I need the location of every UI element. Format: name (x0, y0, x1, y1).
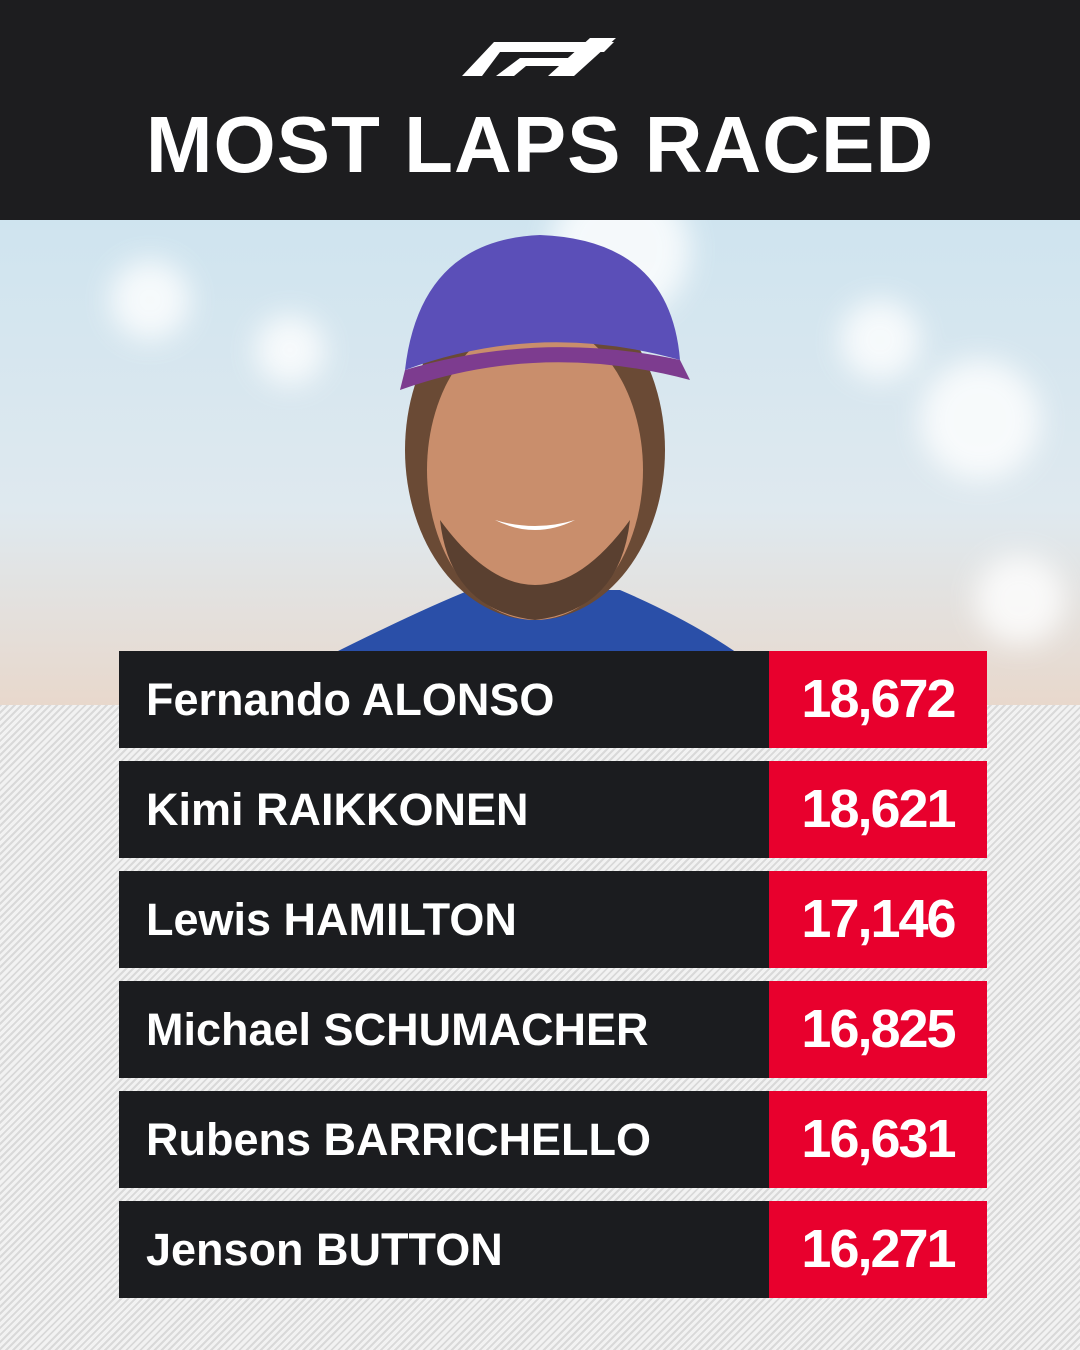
header: MOST LAPS RACED (0, 0, 1080, 220)
laps-count: 16,825 (769, 981, 987, 1078)
table-row: Lewis HAMILTON 17,146 (119, 871, 987, 968)
laps-count: 18,621 (769, 761, 987, 858)
driver-photo (0, 220, 1080, 705)
laps-count: 16,631 (769, 1091, 987, 1188)
driver-name: Lewis HAMILTON (119, 871, 769, 968)
table-row: Michael SCHUMACHER 16,825 (119, 981, 987, 1078)
table-row: Jenson BUTTON 16,271 (119, 1201, 987, 1298)
driver-name: Fernando ALONSO (119, 651, 769, 748)
laps-count: 17,146 (769, 871, 987, 968)
table-row: Rubens BARRICHELLO 16,631 (119, 1091, 987, 1188)
f1-logo (462, 38, 616, 76)
table-row: Kimi RAIKKONEN 18,621 (119, 761, 987, 858)
laps-count: 18,672 (769, 651, 987, 748)
driver-name: Michael SCHUMACHER (119, 981, 769, 1078)
table-row: Fernando ALONSO 18,672 (119, 651, 987, 748)
title: MOST LAPS RACED (145, 100, 935, 189)
driver-name: Kimi RAIKKONEN (119, 761, 769, 858)
driver-name: Jenson BUTTON (119, 1201, 769, 1298)
driver-name: Rubens BARRICHELLO (119, 1091, 769, 1188)
laps-count: 16,271 (769, 1201, 987, 1298)
